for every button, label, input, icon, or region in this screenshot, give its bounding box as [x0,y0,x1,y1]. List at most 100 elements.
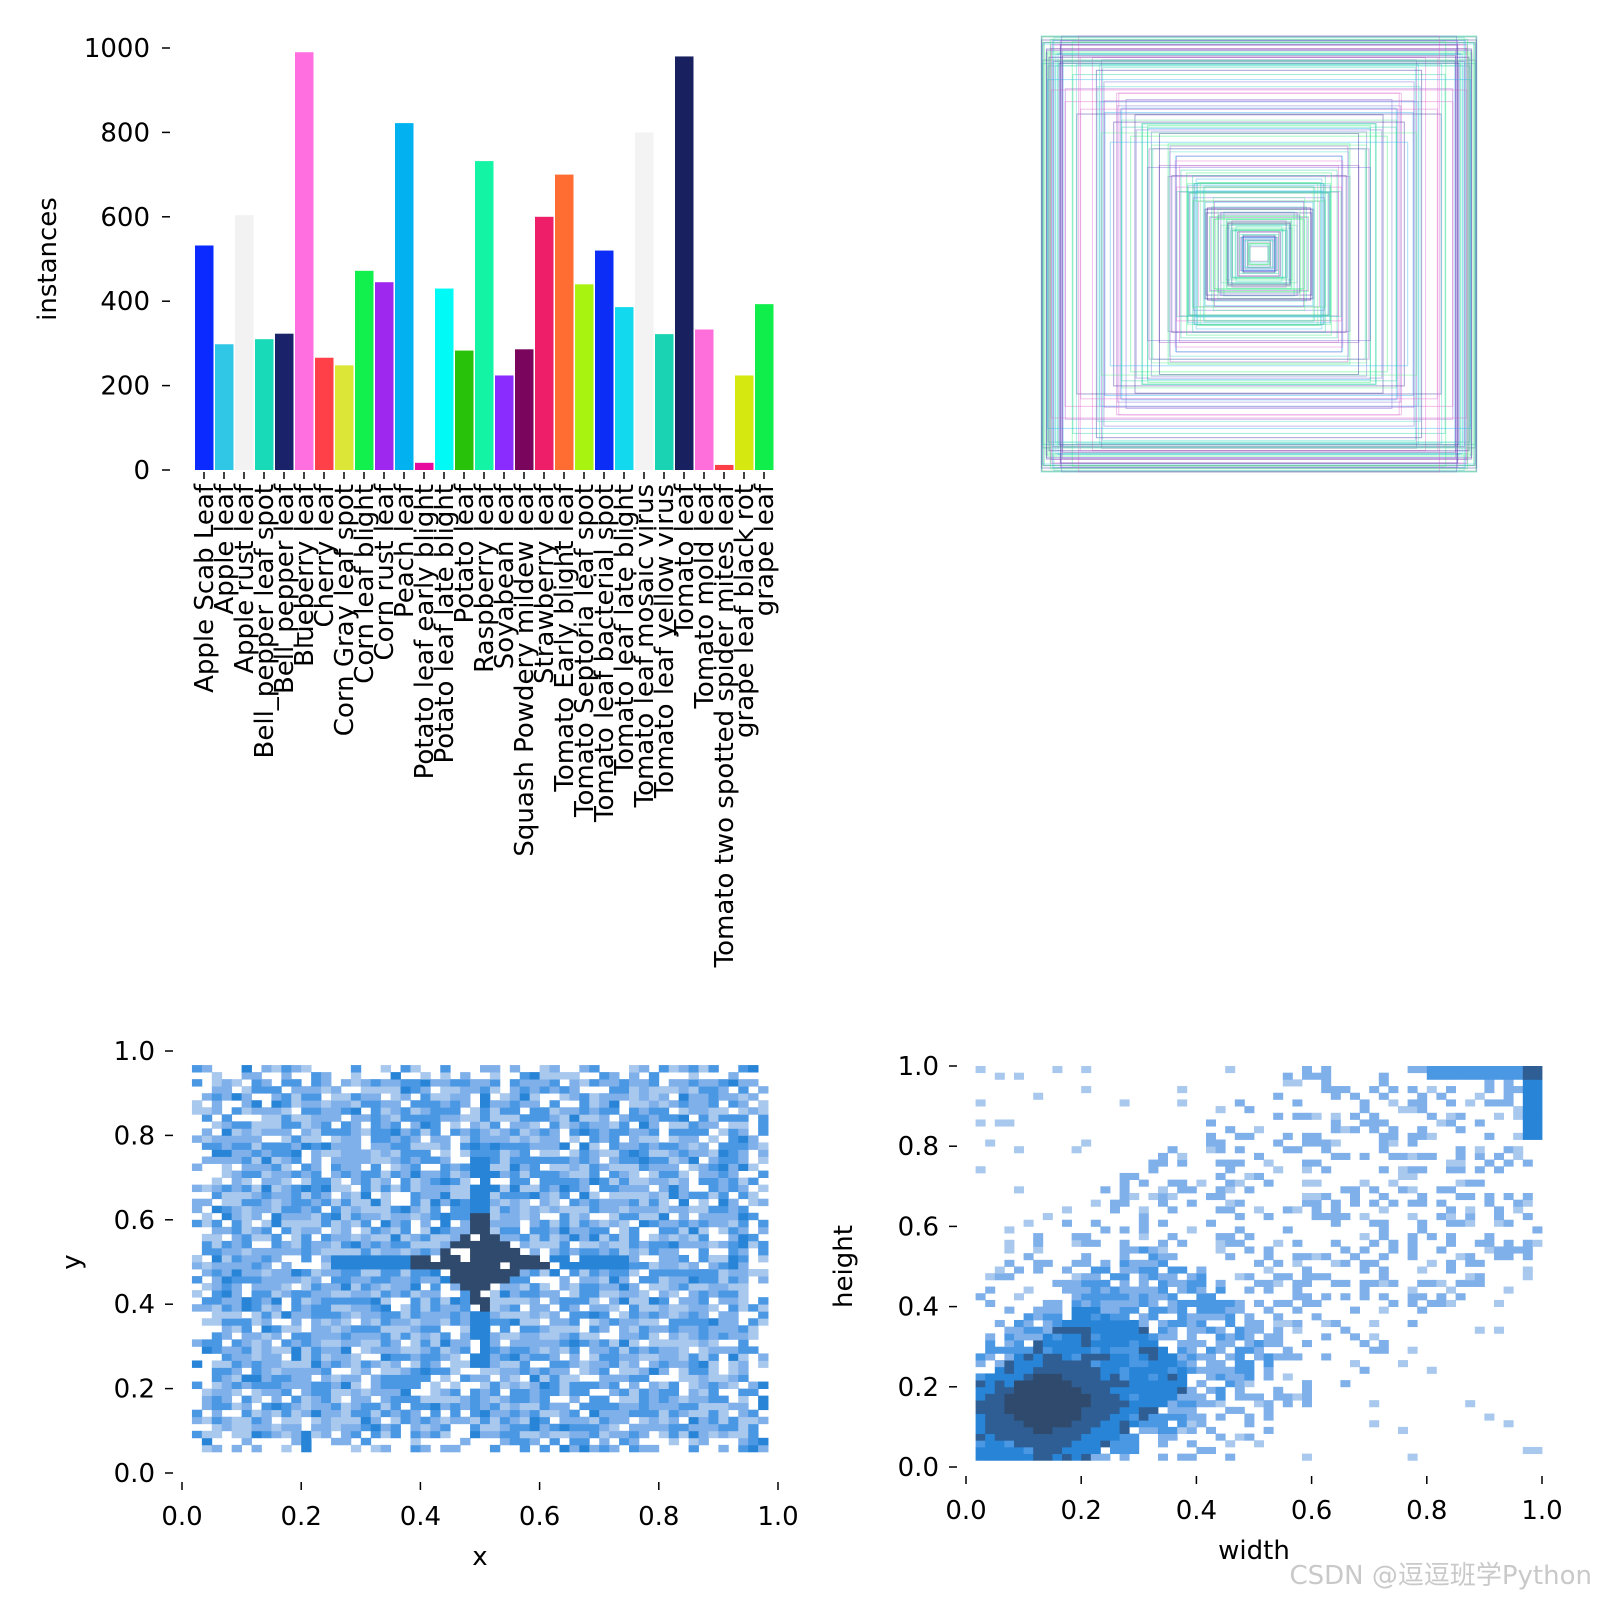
heatmap-cell [370,1212,382,1221]
heatmap-cell [609,1163,620,1171]
heatmap-cell [301,1353,312,1361]
heatmap-cell [450,1240,461,1249]
heatmap-cell [261,1297,272,1305]
heatmap-cell [1206,1326,1216,1334]
heatmap-cell [738,1395,749,1404]
x-tick-label: Apple rust leaf [230,483,260,674]
heatmap-cell [1494,1213,1504,1221]
heatmap-cell [519,1198,531,1207]
heatmap-cell [718,1374,729,1382]
heatmap-cell [1033,1353,1044,1361]
heatmap-cell [331,1360,342,1368]
heatmap-cell [509,1163,521,1171]
bounding-box [1249,246,1269,262]
heatmap-cell [1081,1139,1092,1147]
heatmap-cell [1014,1146,1024,1154]
heatmap-cell [1388,1086,1399,1094]
heatmap-cell [569,1311,580,1319]
heatmap-cell [559,1254,570,1263]
bounding-box [1102,67,1416,441]
heatmap-cell [738,1276,749,1284]
heatmap-cell [1014,1400,1024,1408]
heatmap-cell [480,1409,491,1418]
x-tick-label: 0.4 [1176,1496,1217,1526]
heatmap-cell [321,1086,332,1094]
heatmap-cell [430,1290,441,1298]
heatmap-cell [1090,1326,1101,1334]
heatmap-cell [728,1381,739,1389]
heatmap-cell [340,1283,352,1291]
bounding-box [1247,239,1271,269]
heatmap-cell [579,1100,590,1108]
heatmap-cell [231,1128,242,1136]
heatmap-cell [1225,1126,1236,1134]
heatmap-cell [271,1304,282,1312]
heatmap-cell [549,1135,560,1143]
heatmap-cell [1455,1253,1466,1261]
heatmap-cell [1350,1253,1360,1261]
heatmap-cell [340,1233,352,1242]
heatmap-cell [350,1283,362,1291]
heatmap-cell [1446,1086,1456,1094]
heatmap-cell [1330,1213,1341,1221]
heatmap-cell [360,1318,372,1326]
heatmap-cell [350,1065,362,1073]
heatmap-cell [1177,1239,1188,1247]
heatmap-cell [360,1304,372,1312]
heatmap-cell [509,1269,521,1277]
heatmap-cell [658,1198,670,1207]
heatmap-cell [698,1233,709,1242]
heatmap-cell [281,1142,292,1150]
heatmap-cell [1090,1426,1101,1434]
heatmap-cell [420,1184,431,1193]
x-tick-label: grape leaf black rot [730,484,760,738]
heatmap-cell [1244,1313,1255,1321]
heatmap-cell [559,1388,570,1397]
heatmap-cell [1503,1079,1514,1087]
heatmap-cell [340,1290,352,1298]
heatmap-cell [668,1079,680,1087]
heatmap-cell [1014,1366,1024,1374]
x-tick-label: Tomato leaf yellow virus [650,484,680,799]
heatmap-cell [1455,1166,1466,1174]
bounding-box [1245,239,1273,269]
heatmap-cell [331,1163,342,1171]
heatmap-cell [638,1325,650,1333]
heatmap-cell [390,1409,401,1418]
heatmap-cell [231,1142,242,1150]
heatmap-cell [619,1388,630,1397]
heatmap-cell [1398,1426,1408,1434]
heatmap-cell [1129,1306,1140,1314]
heatmap-cell [331,1198,342,1207]
heatmap-cell [1215,1386,1226,1394]
heatmap-cell [440,1149,451,1157]
heatmap-cell [1436,1119,1447,1127]
heatmap-cell [1138,1206,1149,1214]
heatmap-cell [350,1128,362,1136]
heatmap-cell [1503,1253,1514,1261]
heatmap-cell [1321,1273,1332,1281]
heatmap-cell [1033,1259,1044,1267]
heatmap-cell [489,1156,501,1164]
heatmap-cell [331,1247,342,1256]
heatmap-cell [619,1093,630,1101]
heatmap-cell [350,1269,362,1277]
heatmap-cell [420,1304,431,1312]
heatmap-cell [460,1205,471,1214]
heatmap-cell [529,1184,540,1193]
heatmap-cell [1042,1360,1053,1368]
heatmap-cell [688,1100,699,1108]
heatmap-cell [1225,1166,1236,1174]
heatmap-cell [1119,1386,1130,1394]
heatmap-cell [738,1304,749,1312]
heatmap-cell [1042,1346,1053,1354]
bounding-box [1171,175,1347,333]
heatmap-cell [1503,1146,1514,1154]
heatmap-cell [291,1430,302,1439]
heatmap-cell [509,1353,521,1361]
heatmap-cell [489,1079,501,1087]
heatmap-cell [321,1269,332,1277]
heatmap-cell [1503,1286,1514,1294]
heatmap-cell [599,1360,610,1368]
heatmap-cell [281,1402,292,1411]
